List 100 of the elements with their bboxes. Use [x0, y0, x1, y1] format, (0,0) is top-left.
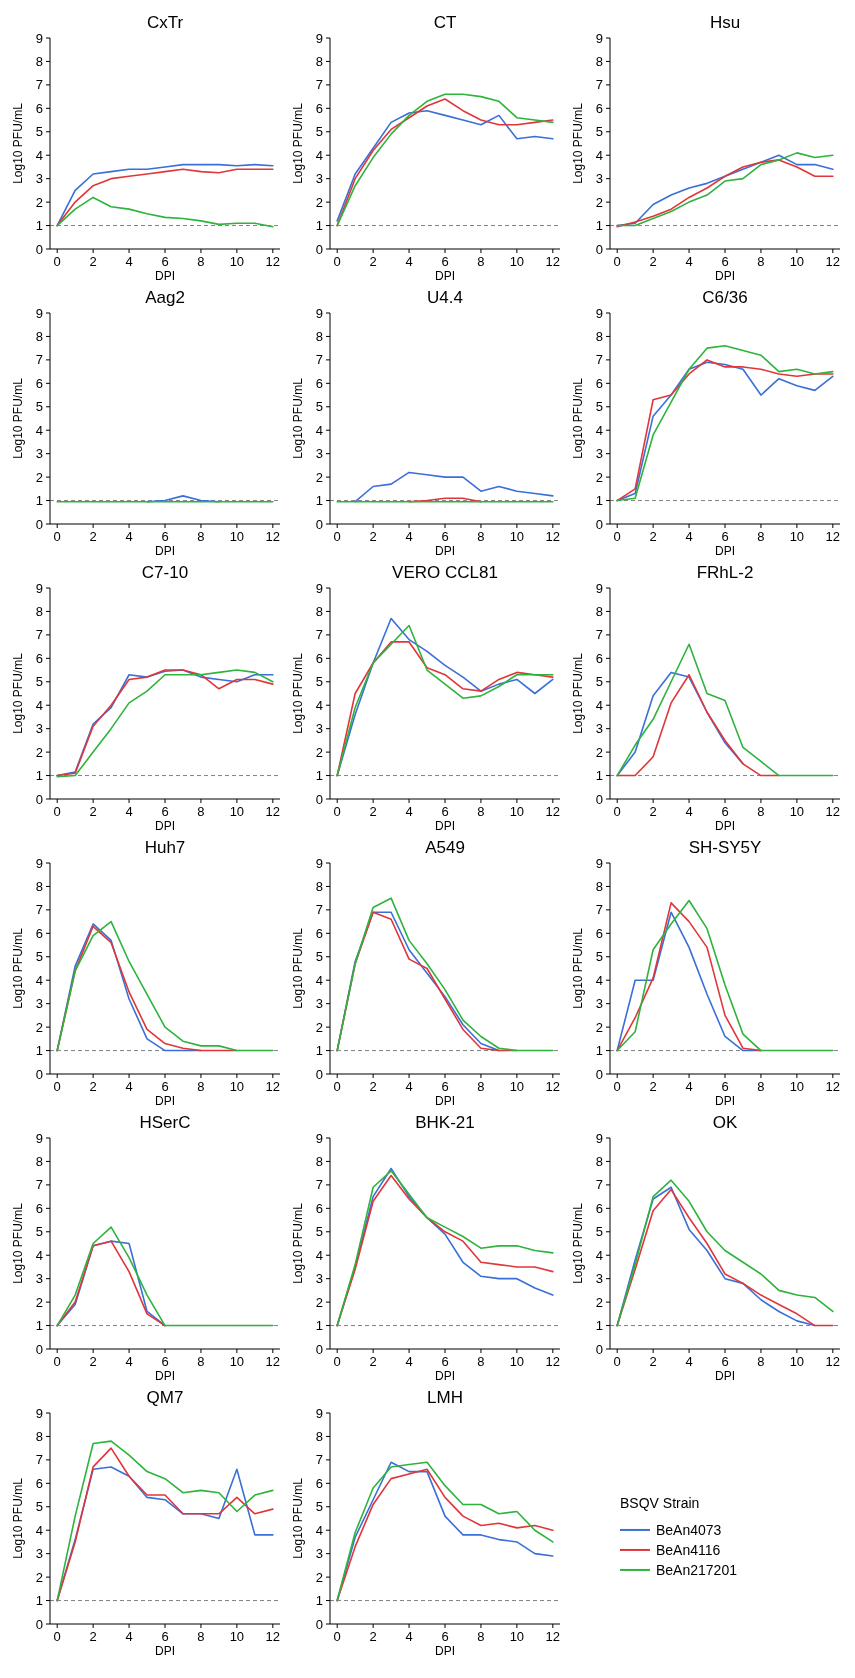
x-tick-label: 4 [405, 804, 413, 819]
chart-title: C6/36 [702, 288, 748, 307]
y-tick-label: 1 [595, 1318, 603, 1334]
line-series [616, 643, 834, 777]
y-axis-title: Log10 PFU/mL [291, 652, 305, 734]
x-tick-label: 2 [369, 1629, 377, 1644]
y-tick-label: 9 [315, 305, 323, 321]
y-tick-label: 8 [35, 53, 43, 69]
y-tick-label: 5 [315, 399, 323, 415]
x-tick-label: 6 [721, 1079, 729, 1094]
x-tick-label: 12 [825, 1354, 841, 1369]
x-tick-label: 6 [721, 529, 729, 544]
chart-title: A549 [425, 838, 465, 857]
x-tick-label: 0 [613, 529, 621, 544]
x-tick-label: 4 [685, 254, 693, 269]
y-tick-label: 6 [315, 925, 323, 941]
x-tick-label: 4 [685, 529, 693, 544]
chart-title: SH-SY5Y [688, 838, 762, 857]
y-tick-label: 8 [35, 1153, 43, 1169]
x-tick-label: 6 [161, 254, 169, 269]
y-tick-label: 6 [315, 375, 323, 391]
x-tick-label: 12 [825, 254, 841, 269]
y-tick-label: 6 [35, 100, 43, 116]
y-tick-label: 7 [595, 902, 603, 918]
x-tick-label: 2 [89, 1079, 97, 1094]
y-tick-label: 8 [315, 603, 323, 619]
y-tick-label: 5 [315, 674, 323, 690]
x-tick-label: 8 [477, 254, 485, 269]
y-tick-label: 1 [315, 1318, 323, 1334]
x-tick-label: 10 [509, 529, 525, 544]
y-tick-label: 9 [595, 30, 603, 46]
y-tick-label: 5 [595, 124, 603, 140]
x-tick-label: 2 [89, 529, 97, 544]
x-tick-label: 12 [265, 1079, 281, 1094]
x-axis-title: DPI [714, 1369, 736, 1383]
x-tick-label: 8 [197, 529, 205, 544]
y-tick-label: 5 [595, 399, 603, 415]
x-tick-label: 10 [509, 1079, 525, 1094]
y-tick-label: 7 [315, 627, 323, 643]
x-tick-label: 8 [197, 1079, 205, 1094]
x-tick-label: 6 [721, 804, 729, 819]
y-tick-label: 7 [315, 902, 323, 918]
y-tick-label: 7 [595, 77, 603, 93]
x-tick-label: 10 [229, 1354, 245, 1369]
y-axis-title: Log10 PFU/mL [11, 652, 25, 734]
y-tick-label: 1 [595, 493, 603, 509]
y-tick-label: 8 [315, 878, 323, 894]
y-tick-label: 4 [315, 147, 323, 163]
y-tick-label: 1 [595, 218, 603, 234]
x-tick-label: 8 [197, 254, 205, 269]
x-tick-label: 2 [89, 1629, 97, 1644]
x-tick-label: 10 [789, 529, 805, 544]
x-axis-title: DPI [154, 544, 176, 558]
x-tick-label: 8 [477, 1629, 485, 1644]
y-tick-label: 0 [595, 791, 603, 807]
y-tick-label: 0 [35, 516, 43, 532]
chart-title: CxTr [146, 13, 184, 32]
y-tick-label: 0 [595, 516, 603, 532]
x-tick-label: 12 [825, 529, 841, 544]
x-tick-label: 4 [125, 254, 133, 269]
x-tick-label: 10 [789, 254, 805, 269]
x-tick-label: 6 [161, 1354, 169, 1369]
y-tick-label: 8 [35, 328, 43, 344]
y-tick-label: 0 [315, 241, 323, 257]
y-tick-label: 6 [595, 375, 603, 391]
y-tick-label: 8 [595, 603, 603, 619]
y-tick-label: 9 [315, 855, 323, 871]
y-tick-label: 3 [315, 171, 323, 187]
y-tick-label: 3 [35, 721, 43, 737]
x-tick-label: 0 [53, 254, 61, 269]
y-tick-label: 9 [315, 1405, 323, 1421]
y-tick-label: 6 [35, 375, 43, 391]
x-axis-title: DPI [714, 544, 736, 558]
x-tick-label: 10 [229, 529, 245, 544]
y-tick-label: 1 [315, 218, 323, 234]
x-tick-label: 2 [369, 254, 377, 269]
y-tick-label: 7 [35, 77, 43, 93]
y-tick-label: 9 [35, 305, 43, 321]
y-tick-label: 3 [595, 446, 603, 462]
y-tick-label: 6 [315, 650, 323, 666]
y-tick-label: 1 [35, 1593, 43, 1609]
chart-title: C7-10 [141, 563, 189, 582]
y-tick-label: 1 [35, 493, 43, 509]
y-tick-label: 4 [315, 1247, 323, 1263]
x-tick-label: 0 [53, 529, 61, 544]
x-tick-label: 0 [613, 1354, 621, 1369]
y-tick-label: 5 [595, 1224, 603, 1240]
y-tick-label: 4 [595, 972, 603, 988]
y-tick-label: 2 [35, 1294, 43, 1310]
y-tick-label: 7 [35, 352, 43, 368]
x-tick-label: 12 [545, 1079, 561, 1094]
x-tick-label: 6 [721, 1354, 729, 1369]
x-tick-label: 4 [125, 804, 133, 819]
y-tick-label: 3 [315, 446, 323, 462]
y-tick-label: 3 [35, 996, 43, 1012]
y-tick-label: 4 [595, 422, 603, 438]
x-tick-label: 6 [441, 529, 449, 544]
x-tick-label: 6 [161, 804, 169, 819]
x-tick-label: 0 [613, 254, 621, 269]
y-tick-label: 9 [595, 580, 603, 596]
